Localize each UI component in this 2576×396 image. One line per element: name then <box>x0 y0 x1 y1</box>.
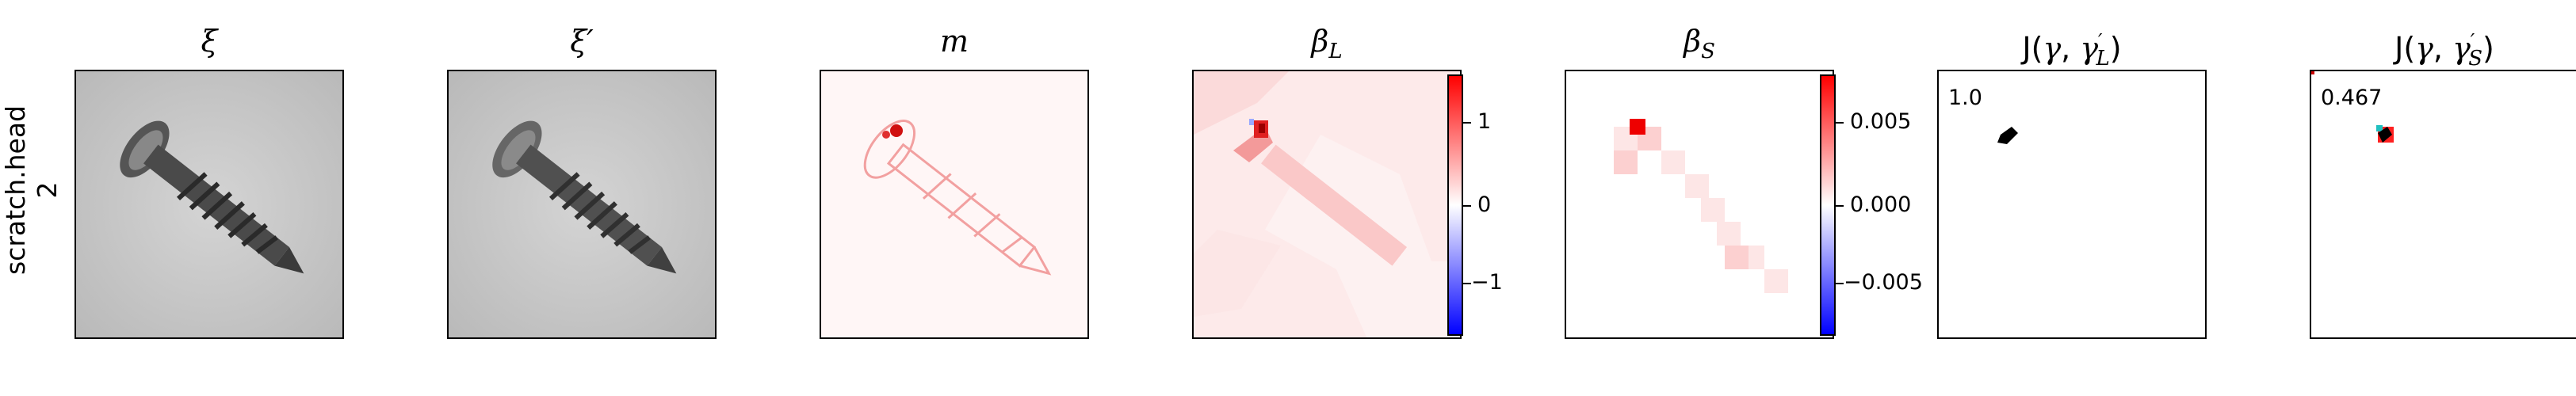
colorbar-beta-s-tick <box>1836 205 1844 207</box>
panel-m-map <box>820 70 1089 339</box>
panel-beta-l-map <box>1192 70 1462 339</box>
panel-xi-image <box>75 70 344 339</box>
colorbar-beta-s <box>1820 74 1836 336</box>
row-label-text: scratch.head 2 <box>0 105 63 275</box>
row-label-class: scratch.head <box>0 105 31 276</box>
difference-map <box>821 71 1087 337</box>
beta-l-heatmap <box>1194 71 1460 337</box>
colorbar-beta-s-label: 0.000 <box>1850 192 1912 217</box>
jaccard-l-mask <box>1997 127 2018 144</box>
colorbar-beta-l-label: −1 <box>1471 270 1503 295</box>
screw-image <box>76 71 342 337</box>
panel-beta-s-map <box>1565 70 1834 339</box>
row-label-index: 2 <box>32 181 63 199</box>
colorbar-beta-l-tick <box>1463 205 1471 207</box>
beta-s-heatmap <box>1566 71 1833 337</box>
jaccard-s-value: 0.467 <box>2321 86 2383 110</box>
panel-jaccard-l: 1.0 <box>1937 70 2207 339</box>
title-beta-l: βL <box>1311 24 1343 63</box>
colorbar-beta-l-label: 1 <box>1477 109 1492 134</box>
colorbar-beta-s-tick <box>1836 283 1844 284</box>
screw-image-prime <box>449 71 715 337</box>
title-m: m <box>939 24 969 59</box>
colorbar-beta-l-tick <box>1463 122 1471 124</box>
title-jaccard-l: J(γ, γ′L) <box>2022 30 2122 70</box>
colorbar-beta-l-label: 0 <box>1477 192 1492 217</box>
colorbar-beta-s-tick <box>1836 122 1844 124</box>
jaccard-s-mask <box>2311 71 2394 143</box>
jaccard-l-value: 1.0 <box>1948 86 1982 110</box>
title-jaccard-s: J(γ, γ′S) <box>2394 30 2494 70</box>
colorbar-beta-l <box>1447 74 1463 336</box>
colorbar-beta-l-tick <box>1463 283 1471 284</box>
title-xi-prime: ξ′ <box>570 24 594 59</box>
panel-jaccard-s: 0.467 <box>2310 70 2576 339</box>
panel-xi-prime-image <box>447 70 717 339</box>
row-label: scratch.head 2 <box>0 48 63 333</box>
title-xi: ξ <box>201 24 218 59</box>
title-beta-s: βS <box>1684 24 1715 63</box>
colorbar-beta-s-label: −0.005 <box>1844 270 1923 295</box>
colorbar-beta-s-label: 0.005 <box>1850 109 1912 134</box>
